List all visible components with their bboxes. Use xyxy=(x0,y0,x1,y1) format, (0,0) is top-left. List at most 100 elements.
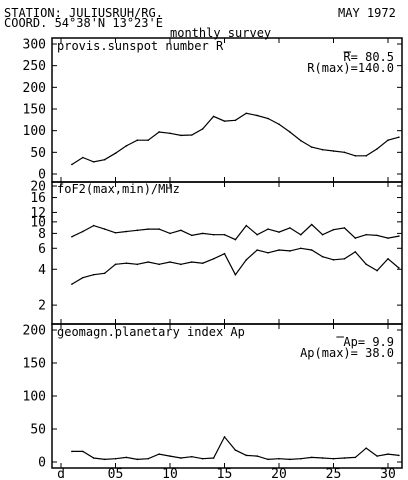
data-point xyxy=(245,112,248,115)
y-tick-label: 12 xyxy=(30,206,46,221)
data-point xyxy=(376,234,378,237)
data-point xyxy=(82,276,84,279)
data-point xyxy=(245,454,248,457)
data-point xyxy=(321,255,324,258)
y-tick-label: 150 xyxy=(23,103,46,118)
data-point xyxy=(103,458,106,461)
data-point xyxy=(343,151,346,154)
data-point xyxy=(398,136,400,138)
data-point xyxy=(212,457,215,459)
data-point xyxy=(321,233,324,236)
data-point xyxy=(180,457,182,459)
y-tick-label: 200 xyxy=(23,324,46,339)
station-label: STATION: JULIUSRUH/RG. xyxy=(4,6,163,20)
data-point xyxy=(191,455,193,458)
data-point xyxy=(223,252,226,255)
data-point xyxy=(136,263,139,266)
data-point xyxy=(310,249,313,251)
data-point xyxy=(169,232,171,235)
data-point xyxy=(103,158,106,161)
data-point xyxy=(136,458,139,461)
y-tick-label: 50 xyxy=(30,423,46,438)
panel-frame xyxy=(51,181,403,325)
data-point xyxy=(332,259,335,261)
data-point xyxy=(398,267,400,269)
data-point xyxy=(234,119,237,122)
data-point xyxy=(223,120,226,122)
data-point xyxy=(245,259,248,261)
data-point xyxy=(191,234,193,237)
data-point xyxy=(267,228,269,230)
data-point xyxy=(234,273,237,276)
y-tick-label: 6 xyxy=(38,242,46,257)
data-point xyxy=(398,235,400,237)
data-point xyxy=(71,235,73,238)
data-point xyxy=(125,230,128,233)
data-point xyxy=(267,251,269,254)
stat-label: Ap= 9.9 xyxy=(343,335,394,349)
data-point xyxy=(92,457,95,459)
data-point xyxy=(310,456,313,459)
data-point xyxy=(114,457,117,460)
data-point xyxy=(136,139,139,141)
data-point xyxy=(343,257,346,260)
data-point xyxy=(180,263,182,266)
data-point xyxy=(234,449,237,451)
data-point xyxy=(365,233,368,236)
data-point xyxy=(71,163,73,166)
data-point xyxy=(223,233,226,236)
data-point xyxy=(82,156,84,159)
data-point xyxy=(180,134,182,137)
data-point xyxy=(147,261,149,263)
date-label: MAY 1972 xyxy=(338,6,396,20)
data-point xyxy=(92,161,95,163)
y-tick-label: 0 xyxy=(38,168,46,183)
x-tick-label: 05 xyxy=(108,467,124,480)
data-point xyxy=(278,231,280,233)
stat-label: R= 80.5 xyxy=(343,50,394,64)
y-tick-label: 0 xyxy=(38,456,46,471)
data-point xyxy=(71,450,73,453)
data-point xyxy=(387,257,389,260)
data-point xyxy=(201,128,204,130)
data-point xyxy=(191,134,193,136)
data-point xyxy=(278,457,280,460)
data-point xyxy=(136,229,139,232)
data-point xyxy=(169,132,171,135)
series-line xyxy=(71,223,400,241)
data-point xyxy=(289,250,291,252)
y-tick-label: 4 xyxy=(38,263,46,278)
data-point xyxy=(147,139,149,141)
data-point xyxy=(376,455,378,457)
data-point xyxy=(289,131,291,133)
data-point xyxy=(300,457,302,460)
data-point xyxy=(158,228,160,230)
data-point xyxy=(354,237,357,239)
y-tick-label: 100 xyxy=(23,390,46,405)
data-point xyxy=(223,436,226,438)
data-point xyxy=(256,114,259,117)
data-point xyxy=(321,457,324,459)
data-point xyxy=(114,152,117,154)
data-point xyxy=(212,257,215,260)
y-tick-label: 300 xyxy=(23,38,46,53)
data-point xyxy=(82,450,84,453)
data-point xyxy=(278,123,280,125)
data-point xyxy=(114,263,117,266)
y-tick-label: 10 xyxy=(30,215,46,230)
y-tick-label: 16 xyxy=(30,191,46,206)
data-point xyxy=(201,262,204,264)
data-point xyxy=(332,457,335,460)
stat-label: R(max)=140.0 xyxy=(307,61,394,75)
y-tick-label: 250 xyxy=(23,59,46,74)
x-tick-label: 10 xyxy=(162,467,178,480)
data-point xyxy=(125,145,128,147)
data-point xyxy=(267,117,269,120)
data-point xyxy=(103,272,106,275)
y-tick-label: 150 xyxy=(23,357,46,372)
data-point xyxy=(234,238,237,241)
data-point xyxy=(256,455,259,457)
data-point xyxy=(180,229,182,232)
stat-label: Ap(max)= 38.0 xyxy=(300,346,394,360)
data-point xyxy=(256,233,259,236)
